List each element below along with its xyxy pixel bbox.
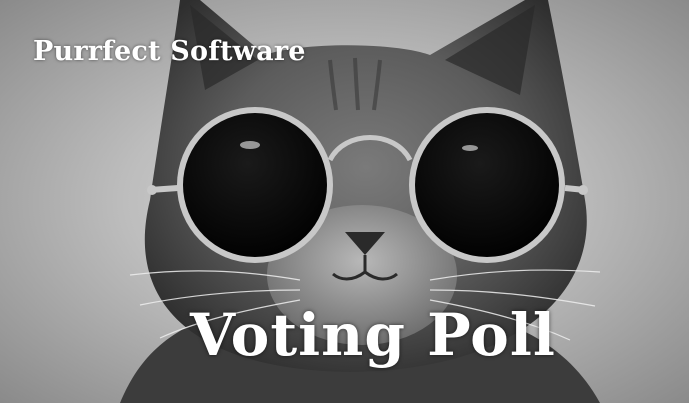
voting-poll-heading: Voting Poll xyxy=(190,301,556,369)
brand-title: Purrfect Software xyxy=(33,36,306,67)
